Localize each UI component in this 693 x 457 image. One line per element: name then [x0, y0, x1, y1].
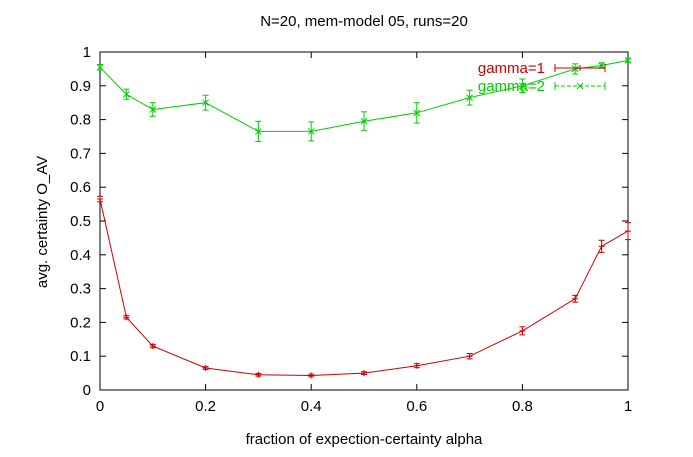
data-point [123, 90, 130, 98]
y-tick-label: 0.1 [70, 348, 91, 365]
data-point [361, 370, 367, 377]
x-axis-label: fraction of expection-certainty alpha [246, 431, 483, 448]
data-point [202, 99, 209, 107]
data-point [149, 343, 156, 350]
data-point [571, 65, 579, 73]
legend-label: gamma=2 [478, 78, 545, 95]
data-point [360, 117, 368, 125]
data-point [308, 372, 315, 379]
data-point [97, 196, 103, 203]
data-point [255, 371, 262, 378]
y-tick-label: 0.2 [70, 314, 91, 331]
y-axis-label: avg. certainty O_AV [34, 156, 51, 288]
series-1 [97, 195, 631, 379]
chart-title: N=20, mem-model 05, runs=20 [260, 13, 468, 30]
y-tick-label: 0.8 [70, 112, 91, 129]
data-point [255, 128, 262, 135]
series-layer [96, 57, 632, 379]
y-tick-label: 0.7 [70, 145, 91, 162]
series-line [99, 198, 629, 377]
data-point [466, 94, 473, 101]
legend-label: gamma=1 [478, 60, 545, 77]
data-point [572, 295, 579, 302]
data-point [413, 362, 420, 369]
axis-ticks: 0 0.2 0.4 0.6 0.8 1 0 0.1 0.2 0.3 0.4 0.5 0.6 0.7 0.8 0… [70, 44, 632, 415]
data-point [413, 109, 421, 117]
data-point [519, 327, 526, 334]
data-point [519, 82, 526, 90]
x-tick-label: 0 [96, 398, 104, 415]
x-tick-label: 0.4 [301, 398, 322, 415]
y-tick-label: 1 [83, 44, 91, 61]
data-point [123, 314, 130, 321]
data-point [466, 353, 473, 360]
data-point [625, 228, 631, 235]
y-tick-label: 0.5 [70, 213, 91, 230]
x-tick-label: 0.8 [512, 398, 533, 415]
y-tick-label: 0.9 [70, 78, 91, 95]
y-tick-label: 0.6 [70, 179, 91, 196]
data-point [307, 128, 315, 135]
data-point [96, 63, 104, 71]
series-2 [96, 57, 632, 143]
data-point [202, 365, 209, 372]
legend-item-1: gamma=1 [478, 60, 606, 77]
data-point [624, 57, 632, 64]
data-point [598, 243, 605, 250]
x-tick-label: 1 [624, 398, 632, 415]
data-point [149, 106, 157, 113]
x-tick-label: 0.2 [195, 398, 216, 415]
y-tick-label: 0.3 [70, 281, 91, 298]
y-tick-label: 0.4 [70, 247, 91, 264]
legend-item-2: gamma=2 [478, 78, 606, 95]
plot-frame [99, 51, 629, 391]
y-tick-label: 0 [83, 382, 91, 399]
x-tick-label: 0.6 [406, 398, 427, 415]
